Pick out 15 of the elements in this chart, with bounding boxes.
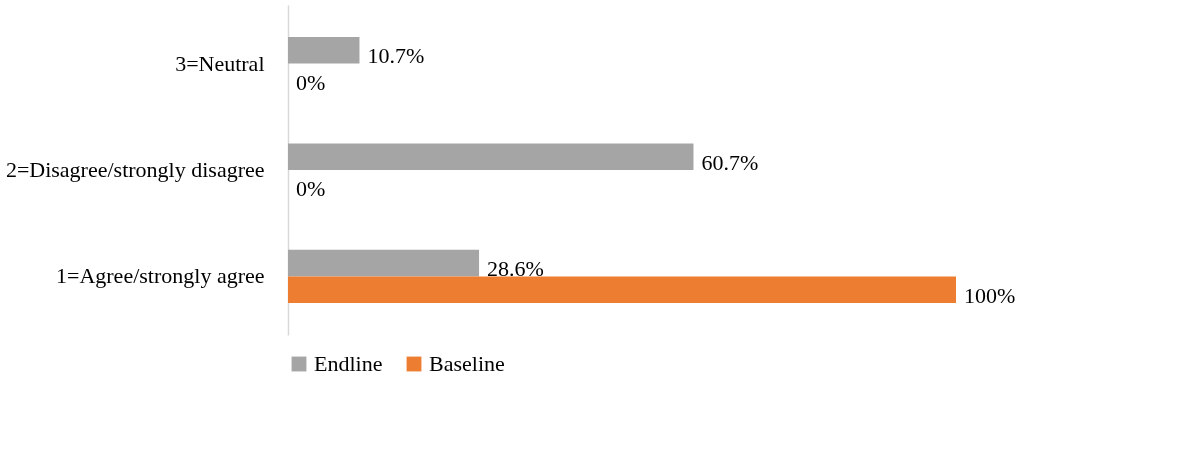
data-label: 0% (296, 69, 326, 95)
y-tick-label: 3=Neutral (175, 50, 265, 76)
y-tick-label: 2=Disagree/strongly disagree (5, 157, 265, 182)
legend-label: Baseline (429, 351, 505, 376)
data-label: 10.7% (367, 43, 425, 69)
bar (288, 276, 956, 304)
data-label: 28.6% (487, 256, 544, 282)
bar (288, 249, 480, 277)
legend-label: Endline (314, 351, 383, 376)
bar (288, 143, 694, 170)
bar (288, 36, 360, 64)
data-label: 100% (964, 282, 1016, 308)
data-label: 0% (296, 176, 326, 202)
y-tick-label: 1=Agree/strongly agree (56, 263, 265, 289)
data-label: 60.7% (701, 149, 759, 175)
